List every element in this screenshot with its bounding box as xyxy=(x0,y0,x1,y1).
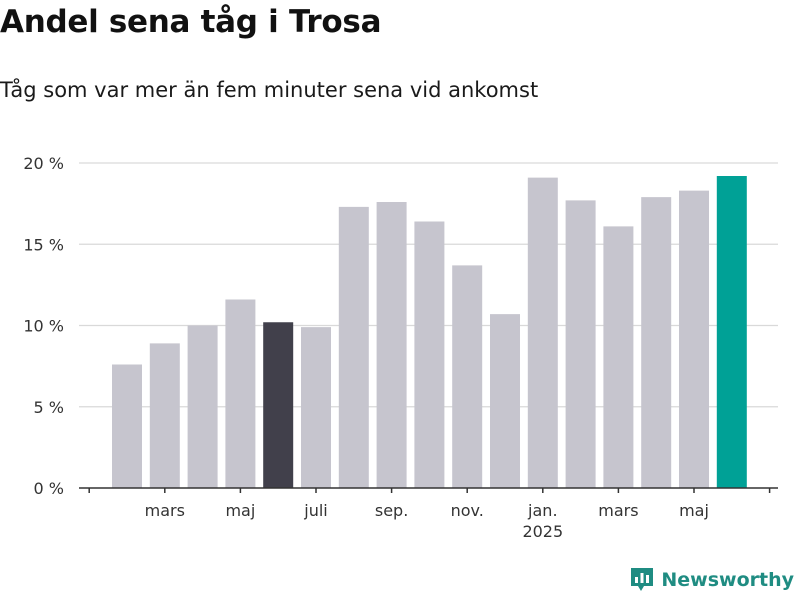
bar xyxy=(414,221,445,488)
bar xyxy=(452,265,483,488)
bar xyxy=(490,314,520,488)
bar xyxy=(641,197,672,488)
bar xyxy=(603,226,634,488)
x-tick-label: maj xyxy=(679,501,709,520)
brand-name: Newsworthy xyxy=(661,569,794,591)
brand-logo: Newsworthy xyxy=(629,566,794,594)
y-tick-label: 5 % xyxy=(34,398,64,417)
bar xyxy=(149,343,180,488)
bar xyxy=(716,176,747,488)
x-tick-label: sep. xyxy=(375,501,408,520)
chart-subtitle: Tåg som var mer än fem minuter sena vid … xyxy=(0,78,539,102)
y-tick-label: 20 % xyxy=(23,154,64,173)
y-tick-label: 15 % xyxy=(23,235,64,254)
x-tick-label: maj xyxy=(225,501,255,520)
x-tick-label: juli xyxy=(303,501,327,520)
x-tick-label: mars xyxy=(598,501,638,520)
x-tick-label: nov. xyxy=(451,501,484,520)
bar xyxy=(679,190,709,488)
y-tick-label: 10 % xyxy=(23,317,64,336)
bar xyxy=(187,325,218,488)
bar xyxy=(301,327,331,488)
x-tick-label: mars xyxy=(145,501,185,520)
bar xyxy=(263,322,294,488)
bar xyxy=(338,206,369,488)
bar-chart-logo-icon xyxy=(631,568,654,591)
bar-chart: 0 % 5 % 10 % 15 % 20 % mars maj juli sep. nov. jan… xyxy=(23,154,778,541)
bar xyxy=(225,299,256,488)
x-tick-label: jan. xyxy=(527,501,557,520)
x-tick-sublabel: 2025 xyxy=(522,522,563,541)
bar xyxy=(527,177,558,488)
bar xyxy=(376,202,407,488)
y-tick-label: 0 % xyxy=(34,479,64,498)
bar xyxy=(112,364,142,488)
bar xyxy=(565,200,596,488)
chart-title: Andel sena tåg i Trosa xyxy=(0,4,382,40)
